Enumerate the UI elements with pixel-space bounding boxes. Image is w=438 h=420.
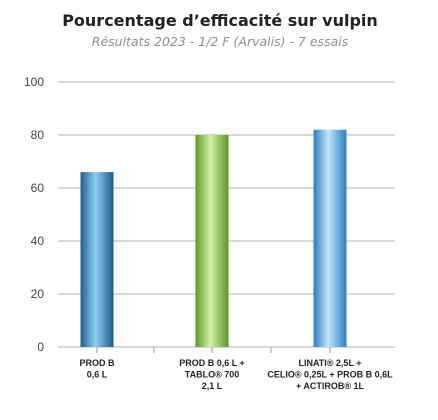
y-tick-label: 20	[31, 287, 45, 301]
x-category-label-line: 0,6 L	[87, 370, 108, 380]
y-tick-label: 80	[31, 128, 45, 142]
y-tick-label: 40	[31, 234, 45, 248]
x-category-label-line: TABLO® 700	[185, 370, 239, 380]
x-category-label-line: PROD B	[79, 358, 115, 368]
x-category-label-line: LINATI® 2,5L +	[298, 358, 361, 368]
x-category-label-line: PROD B 0,6 L +	[179, 358, 245, 368]
bar-1	[80, 172, 114, 347]
bar-3	[313, 129, 347, 347]
y-tick-label: 60	[31, 181, 45, 195]
y-axis-tick-labels: 0 20 40 60 80 100	[24, 75, 44, 354]
y-tick-label: 0	[37, 340, 44, 354]
y-tick-label: 100	[24, 75, 44, 89]
bars	[80, 129, 347, 347]
chart-subtitle: Résultats 2023 - 1/2 F (Arvalis) - 7 ess…	[92, 34, 349, 49]
x-category-label-line: + ACTIROB® 1L	[296, 381, 365, 391]
x-category-label-line: CELIO® 0,25L + PROB B 0,6L	[267, 370, 393, 380]
x-category-label: PROD B 0,6 L	[79, 358, 115, 380]
x-category-label: PROD B 0,6 L + TABLO® 700 2,1 L	[179, 358, 245, 391]
x-category-label-line: 2,1 L	[202, 381, 223, 391]
x-axis-category-labels: PROD B 0,6 L PROD B 0,6 L + TABLO® 700 2,1 L…	[79, 358, 393, 391]
chart-title: Pourcentage d’efficacité sur vulpin	[62, 11, 378, 30]
bar-2	[195, 135, 229, 347]
x-category-label: LINATI® 2,5L + CELIO® 0,25L + PROB B 0,6L…	[267, 358, 393, 391]
